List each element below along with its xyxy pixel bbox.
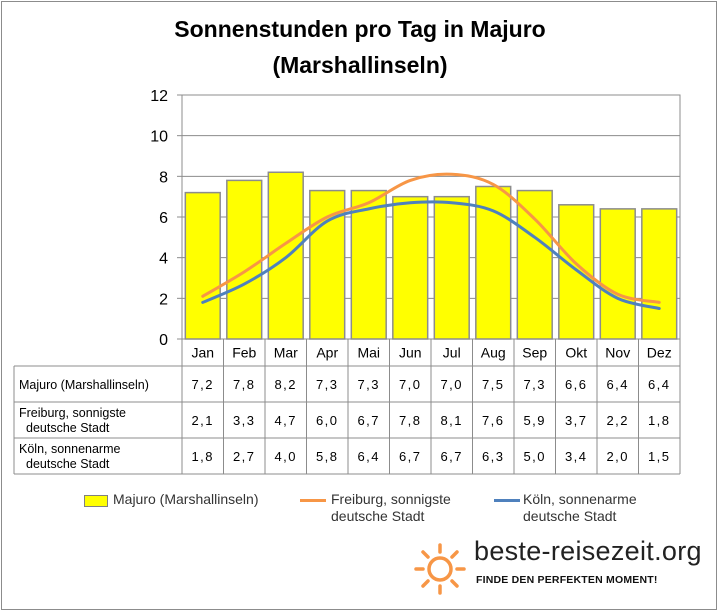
brand-tagline: FINDE DEN PERFEKTEN MOMENT!	[476, 574, 658, 586]
table-cell: 5,0	[523, 449, 546, 464]
bar-feb	[226, 179, 263, 340]
y-tick-label: 10	[150, 129, 168, 146]
x-tick-label: Mai	[357, 345, 380, 361]
legend-freiburg-line1: Freiburg, sonnigste	[331, 491, 451, 507]
sun-logo-icon	[414, 543, 466, 595]
table-cell: 3,4	[565, 449, 588, 464]
legend-freiburg-line2: deutsche Stadt	[331, 508, 425, 524]
bar-mai	[350, 189, 387, 340]
legend-koeln-swatch	[494, 499, 520, 502]
chart-title: Sonnenstunden pro Tag in Majuro	[174, 16, 546, 42]
bar-jul	[433, 195, 470, 340]
legend-bar-swatch	[84, 495, 108, 507]
table-cell: 6,7	[357, 413, 380, 428]
x-tick-label: Sep	[522, 345, 547, 361]
x-tick-label: Okt	[565, 345, 587, 361]
table-cell: 7,8	[399, 413, 422, 428]
x-tick-label: Mar	[274, 345, 298, 361]
table-cell: 7,8	[233, 377, 256, 392]
table-row-label: deutsche Stadt	[26, 457, 110, 471]
table-row-label: Köln, sonnenarme	[19, 442, 121, 456]
table-cell: 7,3	[316, 377, 339, 392]
bar-sep	[516, 189, 553, 340]
brand-name: beste-reisezeit.org	[474, 536, 702, 566]
x-tick-label: Jul	[443, 345, 461, 361]
x-tick-label: Aug	[481, 345, 506, 361]
y-tick-label: 12	[150, 88, 168, 105]
x-tick-label: Jun	[399, 345, 422, 361]
table-cell: 4,7	[274, 413, 297, 428]
bar-mar	[267, 171, 304, 340]
table-row-label: Majuro (Marshallinseln)	[19, 378, 149, 392]
table-cell: 7,6	[482, 413, 505, 428]
y-tick-label: 0	[159, 332, 168, 349]
table-cell: 2,0	[606, 449, 629, 464]
table-cell: 6,7	[399, 449, 422, 464]
table-row-label: Freiburg, sonnigste	[19, 406, 126, 420]
table-cell: 1,8	[191, 449, 214, 464]
table-cell: 6,3	[482, 449, 505, 464]
table-cell: 7,3	[357, 377, 380, 392]
x-tick-label: Feb	[232, 345, 256, 361]
bar-okt	[558, 204, 595, 340]
legend-koeln-line2: deutsche Stadt	[523, 508, 617, 524]
table-cell: 6,4	[357, 449, 380, 464]
table-cell: 6,4	[648, 377, 671, 392]
table-cell: 5,8	[316, 449, 339, 464]
table-row-label: deutsche Stadt	[26, 421, 110, 435]
bar-jun	[392, 195, 429, 340]
table-cell: 5,9	[523, 413, 546, 428]
table-cell: 2,2	[606, 413, 629, 428]
legend-freiburg-swatch	[300, 499, 326, 502]
x-tick-label: Dez	[647, 345, 672, 361]
y-tick-label: 8	[159, 169, 168, 186]
y-tick-label: 2	[159, 291, 168, 308]
bar-jan	[184, 191, 221, 340]
legend-freiburg-label: Freiburg, sonnigste deutsche Stadt	[331, 491, 451, 525]
table-cell: 7,3	[523, 377, 546, 392]
y-tick-label: 6	[159, 210, 168, 227]
bar-dez	[641, 208, 678, 340]
table-cell: 6,4	[606, 377, 629, 392]
chart-subtitle: (Marshallinseln)	[272, 52, 448, 78]
bar-nov	[599, 208, 636, 340]
legend-majuro-label: Majuro (Marshallinseln)	[113, 491, 259, 507]
table-cell: 2,1	[191, 413, 214, 428]
table-cell: 3,3	[233, 413, 256, 428]
table-cell: 6,6	[565, 377, 588, 392]
y-tick-label: 4	[159, 251, 168, 268]
x-tick-label: Jan	[191, 345, 214, 361]
table-cell: 7,0	[440, 377, 463, 392]
table-cell: 4,0	[274, 449, 297, 464]
table-cell: 1,5	[648, 449, 671, 464]
table-cell: 3,7	[565, 413, 588, 428]
x-tick-label: Nov	[605, 345, 630, 361]
table-cell: 7,5	[482, 377, 505, 392]
x-tick-label: Apr	[316, 345, 338, 361]
table-cell: 6,0	[316, 413, 339, 428]
table-cell: 6,7	[440, 449, 463, 464]
line-series-koeln	[201, 200, 661, 310]
table-cell: 7,2	[191, 377, 214, 392]
legend-koeln-line1: Köln, sonnenarme	[523, 491, 637, 507]
table-cell: 8,2	[274, 377, 297, 392]
line-series-freiburg	[201, 172, 661, 304]
table-cell: 7,0	[399, 377, 422, 392]
table-cell: 8,1	[440, 413, 463, 428]
table-cell: 1,8	[648, 413, 671, 428]
legend-koeln-label: Köln, sonnenarme deutsche Stadt	[523, 491, 637, 525]
table-cell: 2,7	[233, 449, 256, 464]
